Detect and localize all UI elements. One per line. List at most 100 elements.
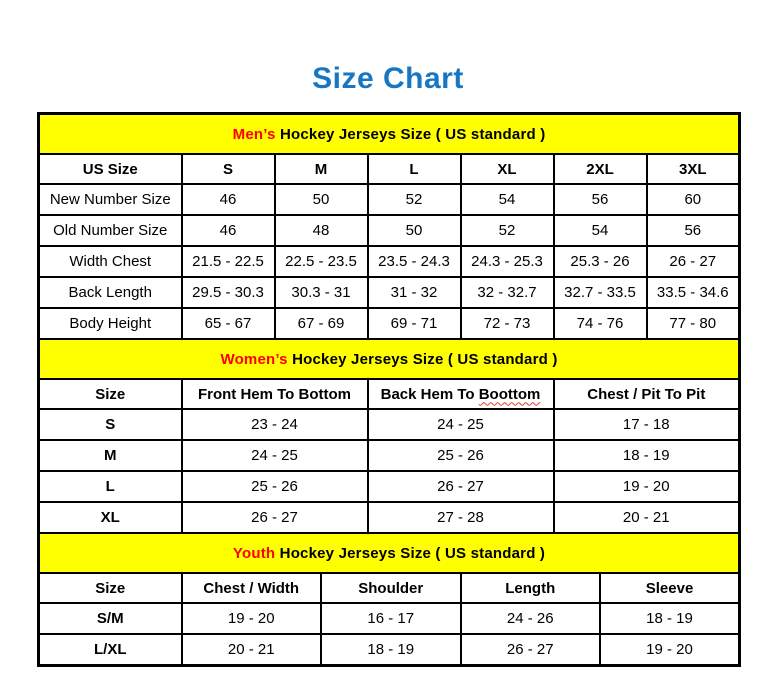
table-cell: 20 - 21	[180, 633, 322, 667]
column-header-row-mens: US Size S M L XL 2XL 3XL	[37, 153, 741, 185]
table-cell: 22.5 - 23.5	[273, 245, 369, 278]
table-row: L/XL 20 - 21 18 - 19 26 - 27 19 - 20	[37, 633, 741, 667]
table-cell: 46	[180, 214, 276, 247]
table-cell: 24 - 25	[366, 408, 555, 441]
table-cell: 24 - 25	[180, 439, 369, 472]
section-header-row-womens: Women’s Hockey Jerseys Size ( US standar…	[37, 338, 741, 380]
table-row: Width Chest 21.5 - 22.5 22.5 - 23.5 23.5 - …	[37, 245, 741, 278]
row-label: S	[37, 408, 183, 441]
column-header: Front Hem To Bottom	[180, 378, 369, 410]
table-cell: 48	[273, 214, 369, 247]
table-cell: 18 - 19	[552, 439, 741, 472]
table-cell: 54	[552, 214, 648, 247]
section-header-womens: Women’s Hockey Jerseys Size ( US standar…	[37, 338, 741, 380]
row-label: Old Number Size	[37, 214, 183, 247]
table-row: New Number Size 46 50 52 54 56 60	[37, 183, 741, 216]
column-header: XL	[459, 153, 555, 185]
table-cell: 19 - 20	[552, 470, 741, 503]
table-cell: 50	[366, 214, 462, 247]
table-cell: 67 - 69	[273, 307, 369, 340]
column-header: 2XL	[552, 153, 648, 185]
table-cell: 60	[645, 183, 741, 216]
column-header: L	[366, 153, 462, 185]
column-header: S	[180, 153, 276, 185]
table-cell: 46	[180, 183, 276, 216]
section-header-row-youth: Youth Hockey Jerseys Size ( US standard …	[37, 532, 741, 574]
table-cell: 20 - 21	[552, 501, 741, 534]
table-cell: 52	[459, 214, 555, 247]
table-row: S/M 19 - 20 16 - 17 24 - 26 18 - 19	[37, 602, 741, 635]
table-row: S 23 - 24 24 - 25 17 - 18	[37, 408, 741, 441]
row-label: Width Chest	[37, 245, 183, 278]
table-cell: 72 - 73	[459, 307, 555, 340]
table-cell: 23.5 - 24.3	[366, 245, 462, 278]
table-cell: 56	[645, 214, 741, 247]
column-header: Size	[37, 378, 183, 410]
size-chart-table: Men’s Hockey Jerseys Size ( US standard …	[37, 112, 742, 667]
table-cell: 23 - 24	[180, 408, 369, 441]
table-cell: 50	[273, 183, 369, 216]
table-cell: 25 - 26	[180, 470, 369, 503]
row-label: L/XL	[37, 633, 183, 667]
table-cell: 29.5 - 30.3	[180, 276, 276, 309]
column-header: 3XL	[645, 153, 741, 185]
size-chart-body: Men’s Hockey Jerseys Size ( US standard …	[37, 112, 741, 667]
table-cell: 24 - 26	[459, 602, 601, 635]
column-header: Back Hem To Boottom	[366, 378, 555, 410]
table-row: Body Height 65 - 67 67 - 69 69 - 71 72 - 73 7…	[37, 307, 741, 340]
table-cell: 26 - 27	[645, 245, 741, 278]
column-header: Length	[459, 572, 601, 604]
section-header-row-mens: Men’s Hockey Jerseys Size ( US standard …	[37, 112, 741, 155]
section-accent-youth: Youth	[232, 544, 276, 562]
table-cell: 33.5 - 34.6	[645, 276, 741, 309]
table-cell: 52	[366, 183, 462, 216]
row-label: S/M	[37, 602, 183, 635]
table-cell: 26 - 27	[459, 633, 601, 667]
table-cell: 18 - 19	[599, 602, 741, 635]
column-header: M	[273, 153, 369, 185]
page-title: Size Chart	[312, 62, 464, 95]
table-cell: 25.3 - 26	[552, 245, 648, 278]
table-cell: 32 - 32.7	[459, 276, 555, 309]
row-label: L	[37, 470, 183, 503]
table-cell: 21.5 - 22.5	[180, 245, 276, 278]
table-cell: 32.7 - 33.5	[552, 276, 648, 309]
table-cell: 31 - 32	[366, 276, 462, 309]
misspelled-word: Boottom	[478, 385, 541, 403]
table-cell: 19 - 20	[599, 633, 741, 667]
table-cell: 27 - 28	[366, 501, 555, 534]
section-header-mens: Men’s Hockey Jerseys Size ( US standard …	[37, 112, 741, 155]
table-cell: 65 - 67	[180, 307, 276, 340]
section-accent-womens: Women’s	[220, 350, 288, 368]
row-label: M	[37, 439, 183, 472]
column-header: Chest / Width	[180, 572, 322, 604]
table-cell: 69 - 71	[366, 307, 462, 340]
table-cell: 19 - 20	[180, 602, 322, 635]
chart-area: Men’s Hockey Jerseys Size ( US standard …	[37, 112, 776, 667]
table-cell: 25 - 26	[366, 439, 555, 472]
column-header-row-womens: Size Front Hem To Bottom Back Hem To Boott…	[37, 378, 741, 410]
table-row: M 24 - 25 25 - 26 18 - 19	[37, 439, 741, 472]
table-cell: 17 - 18	[552, 408, 741, 441]
row-label: Back Length	[37, 276, 183, 309]
table-cell: 26 - 27	[180, 501, 369, 534]
column-header: Shoulder	[320, 572, 462, 604]
row-label: Body Height	[37, 307, 183, 340]
column-header: US Size	[37, 153, 183, 185]
table-cell: 18 - 19	[320, 633, 462, 667]
table-cell: 54	[459, 183, 555, 216]
table-cell: 26 - 27	[366, 470, 555, 503]
table-cell: 77 - 80	[645, 307, 741, 340]
table-row: Old Number Size 46 48 50 52 54 56	[37, 214, 741, 247]
table-row: L 25 - 26 26 - 27 19 - 20	[37, 470, 741, 503]
table-row: Back Length 29.5 - 30.3 30.3 - 31 31 - 32 32…	[37, 276, 741, 309]
column-header: Sleeve	[599, 572, 741, 604]
table-row: XL 26 - 27 27 - 28 20 - 21	[37, 501, 741, 534]
column-header: Chest / Pit To Pit	[552, 378, 741, 410]
table-cell: 74 - 76	[552, 307, 648, 340]
table-cell: 56	[552, 183, 648, 216]
row-label: New Number Size	[37, 183, 183, 216]
column-header-row-youth: Size Chest / Width Shoulder Length Sleeve	[37, 572, 741, 604]
column-header: Size	[37, 572, 183, 604]
